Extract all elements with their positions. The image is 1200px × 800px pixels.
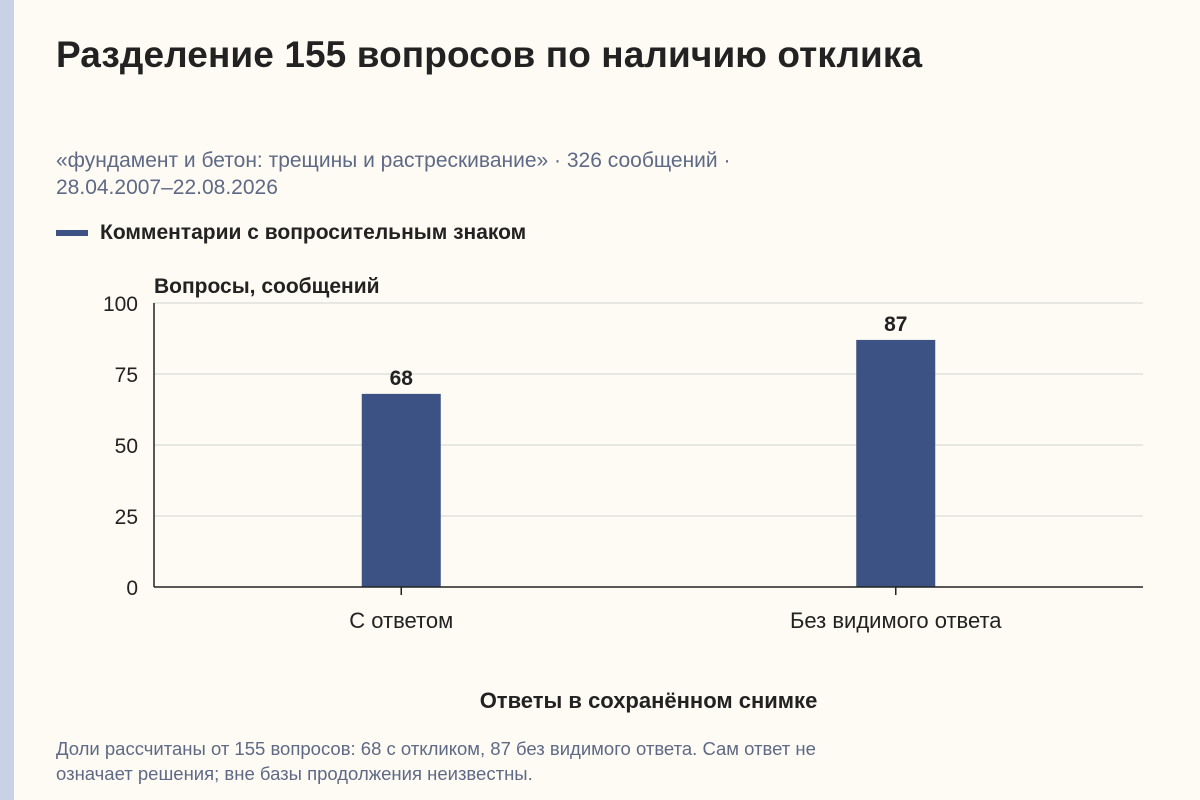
x-tick-label: С ответом bbox=[349, 608, 453, 633]
bar bbox=[856, 339, 936, 587]
y-tick-label: 50 bbox=[115, 435, 138, 458]
footnote-line-1: Доли рассчитаны от 155 вопросов: 68 с от… bbox=[56, 738, 816, 759]
legend-label: Комментарии с вопросительным знаком bbox=[100, 221, 527, 244]
data-labels: 68 87 bbox=[390, 313, 908, 390]
subtitle-line-2: 28.04.2007–22.08.2026 bbox=[56, 176, 278, 199]
bar-chart: 0 25 50 75 100 68 87 С ответом Без видимого от… bbox=[103, 275, 1143, 713]
y-tick-label: 100 bbox=[103, 293, 138, 316]
data-label: 68 bbox=[390, 367, 414, 390]
footnote: Доли рассчитаны от 155 вопросов: 68 с от… bbox=[56, 736, 1056, 786]
bars bbox=[361, 339, 936, 587]
x-axis-label: Ответы в сохранённом снимке bbox=[480, 688, 818, 713]
left-accent-rail bbox=[0, 0, 14, 800]
bar bbox=[361, 393, 441, 587]
y-tick-label: 25 bbox=[115, 506, 138, 529]
y-axis-label: Вопросы, сообщений bbox=[154, 275, 380, 298]
data-label: 87 bbox=[884, 313, 907, 336]
chart-title: Разделение 155 вопросов по наличию откли… bbox=[56, 34, 923, 75]
x-axis-ticks: С ответом Без видимого ответа bbox=[349, 587, 1002, 633]
footnote-line-2: означает решения; вне базы продолжения н… bbox=[56, 763, 533, 784]
chart-subtitle: «фундамент и бетон: трещины и растрескив… bbox=[56, 147, 956, 201]
y-tick-label: 0 bbox=[126, 577, 138, 600]
x-tick-label: Без видимого ответа bbox=[790, 608, 1002, 633]
subtitle-line-1: «фундамент и бетон: трещины и растрескив… bbox=[56, 149, 731, 172]
gridlines bbox=[154, 302, 1143, 517]
chart-legend: Комментарии с вопросительным знаком bbox=[56, 218, 526, 248]
y-tick-label: 75 bbox=[115, 364, 138, 387]
legend-swatch bbox=[56, 230, 88, 236]
y-axis-ticks: 0 25 50 75 100 bbox=[103, 293, 138, 600]
